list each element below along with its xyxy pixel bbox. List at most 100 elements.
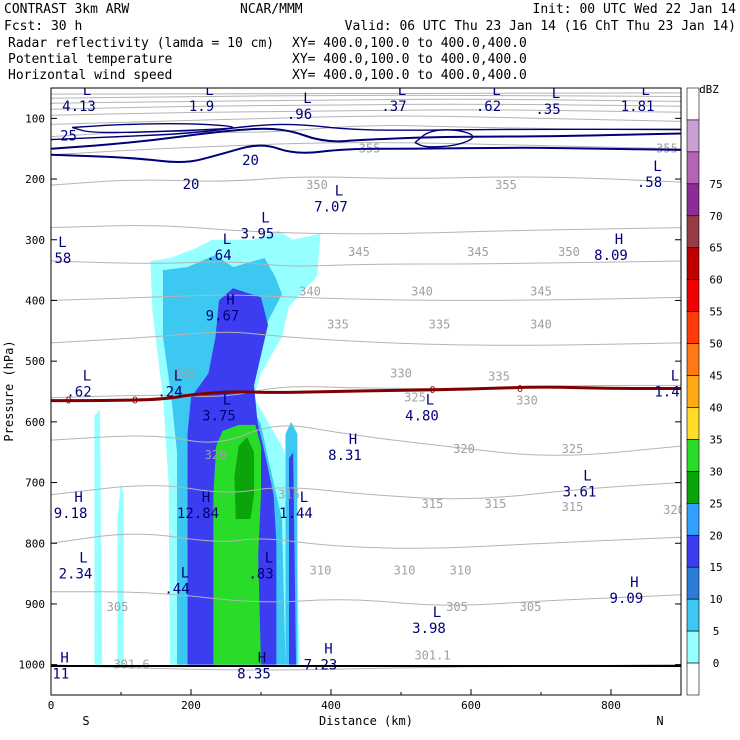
- colorbar-level-label: 25: [709, 497, 722, 510]
- theta-contour: [51, 98, 681, 104]
- extremum-value: 9.67: [206, 309, 240, 325]
- extremum-value: .64: [206, 248, 231, 264]
- extremum-type: L: [265, 550, 273, 566]
- extremum-type: L: [335, 183, 343, 199]
- colorbar-level-label: 75: [709, 178, 722, 191]
- extremum-l: L.44: [164, 566, 189, 598]
- wind-contour: [51, 144, 681, 164]
- extremum-value: .37: [381, 99, 406, 115]
- extremum-value: .44: [164, 582, 189, 598]
- extremum-h: H8.35: [237, 651, 271, 683]
- extremum-l: L.64: [206, 232, 231, 264]
- theta-label: 345: [467, 245, 489, 259]
- colorbar-box: [686, 215, 700, 249]
- y-tick-label: 100: [25, 112, 45, 125]
- wind-label: 25: [60, 129, 77, 145]
- extremum-type: H: [324, 642, 332, 658]
- colorbar-box: [686, 662, 700, 696]
- extremum-type: L: [433, 605, 441, 621]
- theta-label: 315: [422, 497, 444, 511]
- field-xy: XY= 400.0,100.0 to 400.0,400.0: [292, 36, 527, 51]
- theta-label: 335: [327, 318, 349, 332]
- x-end-label-left: S: [82, 714, 89, 728]
- extremum-l: L1.9: [189, 88, 214, 115]
- x-axis-label: Distance (km): [319, 714, 413, 728]
- colorbar-unit: dBZ: [699, 83, 719, 96]
- extremum-type: L: [671, 368, 679, 384]
- extremum-value: 3.61: [563, 485, 597, 501]
- reflectivity-area-30dbz: [234, 437, 254, 519]
- colorbar-level-label: 20: [709, 529, 722, 542]
- colorbar: 0 5 10 15 20 25 30 35 40 45 50 55 60 65 70 75: [686, 87, 723, 696]
- theta-label: 330: [173, 366, 195, 380]
- extremum-h: H9.18: [54, 490, 88, 522]
- field-list: Radar reflectivity (lamda = 10 cm) XY= 40…: [8, 36, 527, 83]
- freezing-level-label: 0: [65, 395, 71, 406]
- colorbar-box: [686, 598, 700, 632]
- theta-label: 301.6: [113, 658, 149, 672]
- extremum-value: .24: [157, 384, 182, 400]
- theta-label: 340: [299, 284, 321, 298]
- extremum-value: 3.75: [202, 409, 236, 425]
- freezing-level-label: 0: [517, 384, 523, 395]
- extremum-type: H: [258, 651, 266, 667]
- extremum-l: L.83: [248, 550, 273, 582]
- extremum-type: L: [492, 83, 500, 99]
- y-tick-label: 1000: [19, 659, 46, 672]
- colorbar-box: [686, 375, 700, 408]
- theta-label: 320: [663, 503, 685, 517]
- theta-label: 305: [446, 600, 468, 614]
- field-name: Radar reflectivity (lamda = 10 cm): [8, 36, 274, 51]
- colorbar-level-label: 35: [709, 433, 722, 446]
- theta-label: 315: [562, 500, 584, 514]
- theta-label: 350: [558, 245, 580, 259]
- x-end-label-right: N: [656, 714, 663, 728]
- theta-label: 330: [390, 366, 412, 380]
- theta-contour: [51, 591, 681, 606]
- colorbar-level-label: 15: [709, 561, 722, 574]
- extremum-h: H8.31: [328, 432, 362, 464]
- x-tick-label: 200: [181, 699, 201, 712]
- extremum-value: 9.09: [610, 591, 644, 607]
- theta-contour: [51, 115, 681, 125]
- extremum-value: .83: [248, 566, 273, 582]
- extremum-type: L: [398, 83, 406, 99]
- extremum-type: L: [261, 211, 269, 227]
- theta-contour: [51, 142, 681, 156]
- extremum-type: L: [641, 83, 649, 99]
- theta-label: 320: [205, 448, 227, 462]
- theta-label: 315: [278, 488, 300, 502]
- y-tick-label: 500: [25, 355, 45, 368]
- reflectivity-cell-4: [289, 452, 296, 665]
- colorbar-box: [686, 343, 700, 376]
- extremum-value: .62: [476, 99, 501, 115]
- theta-label: 340: [411, 284, 433, 298]
- colorbar-box: [686, 630, 700, 664]
- theta-contour: [51, 92, 681, 95]
- theta-contour: [51, 94, 681, 99]
- y-tick-label: 600: [25, 416, 45, 429]
- extremum-type: L: [79, 550, 87, 566]
- extremum-value: 7.07: [314, 199, 348, 215]
- extremum-l: L.62: [66, 368, 91, 400]
- colorbar-level-label: 65: [709, 242, 722, 255]
- colorbar-box: [686, 471, 700, 504]
- wind-extrema-labels: L4.13L1.9L.96L.37L.62L.35L1.81L.58L7.07L…: [51, 83, 680, 683]
- extremum-value: 12.84: [177, 506, 219, 522]
- valid-time: Valid: 06 UTC Thu 23 Jan 14 (16 ChT Thu …: [345, 19, 736, 34]
- y-tick-label: 400: [25, 294, 45, 307]
- theta-label: 310: [394, 564, 416, 578]
- extremum-l: L3.58: [51, 235, 71, 267]
- extremum-l: L1.81: [621, 83, 655, 115]
- theta-label: 305: [520, 600, 542, 614]
- wind-label: 20: [183, 177, 200, 193]
- extremum-h: H9.67: [206, 293, 240, 325]
- extremum-type: L: [83, 368, 91, 384]
- extremum-type: L: [426, 393, 434, 409]
- reflectivity-cell-2: [117, 482, 124, 665]
- y-tick-label: 900: [25, 598, 45, 611]
- extremum-value: 9.18: [54, 506, 88, 522]
- theta-label: 320: [453, 442, 475, 456]
- extremum-type: L: [303, 91, 311, 107]
- extremum-type: L: [174, 368, 182, 384]
